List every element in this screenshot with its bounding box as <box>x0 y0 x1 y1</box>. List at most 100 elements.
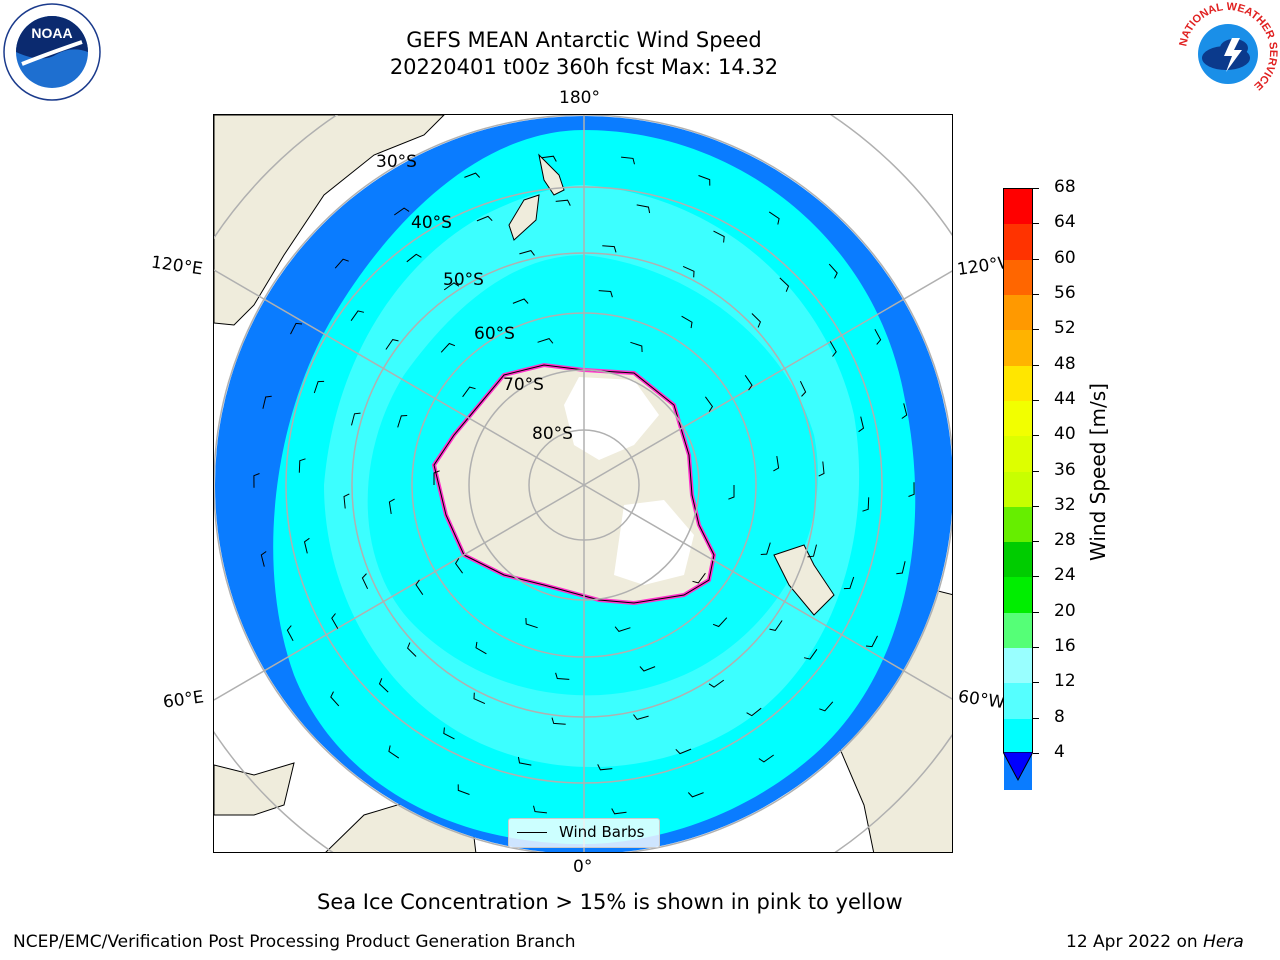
lon-label-60w: 60°W <box>956 686 1007 714</box>
wind-barb <box>773 456 780 472</box>
noaa-logo: NOAA <box>2 2 102 102</box>
wind-barb <box>713 230 725 243</box>
colorbar-segment <box>1004 648 1032 684</box>
wind-barb <box>681 315 693 329</box>
wind-barb <box>704 396 714 412</box>
lat-label-40s: 40°S <box>411 213 452 233</box>
credit-text: NCEP/EMC/Verification Post Processing Pr… <box>13 932 576 952</box>
wind-barb <box>351 412 361 426</box>
colorbar-tick-label: 4 <box>1054 742 1065 762</box>
wind-barb <box>343 493 350 509</box>
wind-barb <box>636 204 651 214</box>
wind-barb <box>744 375 753 391</box>
colorbar-tick-mark <box>1033 647 1039 649</box>
wind-barb <box>602 245 617 253</box>
colorbar-tick-label: 68 <box>1054 177 1076 197</box>
colorbar-tick-mark <box>1033 717 1039 719</box>
wind-barb <box>334 258 349 269</box>
lon-label-0: 0° <box>573 857 593 877</box>
wind-barb <box>829 341 837 357</box>
colorbar-tick-mark <box>1033 329 1039 331</box>
wind-barb <box>350 310 365 321</box>
map-panel: Wind Barbs <box>213 114 953 853</box>
wind-barb <box>385 339 399 350</box>
wind-barb <box>633 714 649 720</box>
wind-barb <box>512 298 529 304</box>
wind-barb <box>394 207 410 216</box>
colorbar-tick-mark <box>1033 188 1039 189</box>
wind-barb <box>611 808 627 815</box>
colorbar-tick-label: 36 <box>1054 459 1076 480</box>
lat-label-70s: 70°S <box>503 375 544 395</box>
colorbar-tick-mark <box>1033 293 1039 295</box>
colorbar-tick-label: 8 <box>1054 706 1065 727</box>
wind-barb <box>712 617 728 628</box>
colorbar-segment <box>1004 577 1032 614</box>
wind-barb <box>807 544 817 558</box>
polar-map <box>214 115 952 852</box>
colorbar-tick-label: 60 <box>1054 247 1076 268</box>
colorbar-segment <box>1004 330 1032 367</box>
date-value: 12 Apr 2022 on <box>1066 932 1204 952</box>
wind-barb <box>331 613 339 629</box>
colorbar-tick-mark <box>1033 435 1039 437</box>
wind-barb <box>537 338 554 344</box>
colorbar-tick-label: 44 <box>1054 388 1076 409</box>
wind-barb <box>541 155 557 162</box>
wind-barb <box>313 380 325 394</box>
wind-barb <box>598 290 613 298</box>
wind-barb <box>758 754 774 763</box>
colorbar <box>1003 188 1033 790</box>
wind-barb <box>260 551 267 567</box>
colorbar-tick-mark <box>1033 541 1039 543</box>
lat-label-30s: 30°S <box>376 152 417 172</box>
colorbar-tick-mark <box>1033 364 1039 366</box>
colorbar-tick-mark <box>1033 753 1039 754</box>
colorbar-tick-mark <box>1033 399 1039 401</box>
wind-barb <box>751 313 761 328</box>
colorbar-tick-label: 56 <box>1054 282 1076 303</box>
wind-barb <box>457 784 470 795</box>
wind-barb <box>555 672 570 680</box>
colorbar-tick-mark <box>1033 258 1039 260</box>
weddell-ice-shelf <box>614 500 694 585</box>
wind-barb <box>779 277 790 292</box>
wind-barb <box>388 745 400 759</box>
lat-label-60s: 60°S <box>474 324 515 344</box>
colorbar-tick-mark <box>1033 223 1039 225</box>
wind-barb <box>760 542 771 555</box>
wind-barb <box>443 727 455 740</box>
colorbar-tick-label: 20 <box>1054 600 1076 621</box>
wind-barb <box>692 572 706 584</box>
colorbar-tick-label: 24 <box>1054 565 1076 586</box>
colorbar-segment <box>1004 718 1032 755</box>
wind-barb <box>862 497 870 512</box>
wind-barb <box>533 805 547 814</box>
legend-line-icon <box>517 832 547 833</box>
wind-barb <box>262 395 272 409</box>
wind-barb <box>476 215 493 222</box>
colorbar-segment <box>1004 189 1032 225</box>
colorbar-tick-label: 48 <box>1054 353 1076 374</box>
wind-barb <box>517 756 532 766</box>
wind-barb <box>682 265 695 278</box>
wind-barb <box>698 175 711 186</box>
colorbar-tick-mark <box>1033 682 1039 684</box>
wind-barb <box>803 649 818 660</box>
colorbar-segment <box>1004 259 1032 296</box>
wind-barb <box>388 498 395 514</box>
wind-barb <box>828 263 838 279</box>
wind-barb <box>675 748 692 755</box>
noaa-logo-text: NOAA <box>31 25 72 41</box>
colorbar-segment <box>1004 683 1032 720</box>
wind-barb <box>908 482 915 497</box>
wind-barb <box>728 485 735 500</box>
colorbar-tick-label: 32 <box>1054 494 1076 515</box>
wind-barb <box>443 282 460 291</box>
colorbar-tick-label: 28 <box>1054 530 1076 551</box>
colorbar-tick-label: 40 <box>1054 424 1076 445</box>
wind-barb <box>901 403 908 419</box>
wind-barb <box>621 156 635 165</box>
wind-barb <box>555 199 571 206</box>
colorbar-tick-label: 52 <box>1054 318 1076 339</box>
